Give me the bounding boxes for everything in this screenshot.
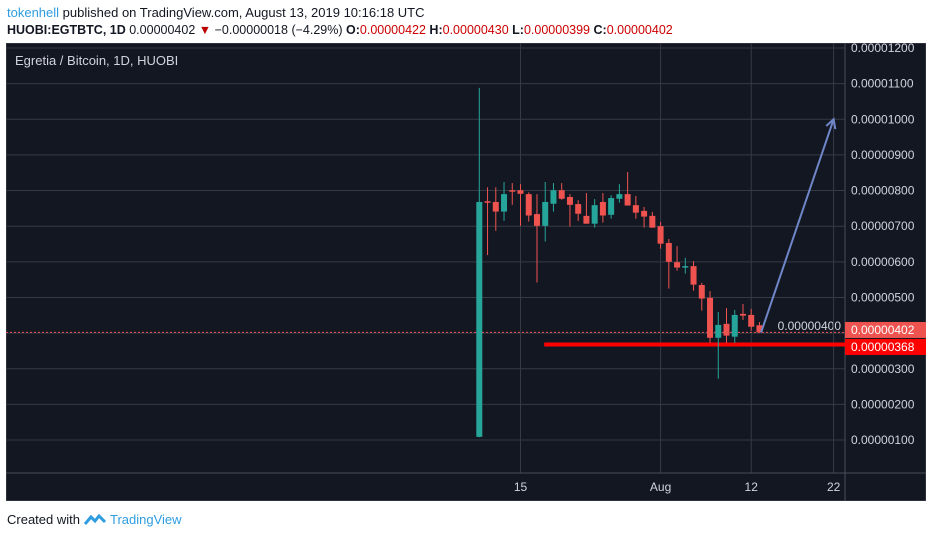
price-tick-label: 0.00001200: [851, 43, 915, 55]
candle-down: [632, 205, 639, 213]
candle-up: [616, 194, 623, 199]
candle-down: [517, 190, 524, 194]
candle-down: [492, 201, 499, 212]
candle-down: [509, 190, 516, 192]
last-price: 0.00000402: [129, 23, 196, 37]
candle-down: [575, 204, 582, 214]
candle-down: [558, 190, 565, 199]
support-price-label: 0.00000368: [851, 340, 915, 354]
candle-down: [533, 214, 540, 226]
time-tick-label: Aug: [650, 480, 671, 494]
open-label: O:: [346, 23, 360, 37]
candle-down: [649, 215, 656, 228]
chart-title: Egretia / Bitcoin, 1D, HUOBI: [15, 53, 178, 68]
candle-up: [682, 266, 689, 268]
publish-info: published on TradingView.com, August 13,…: [62, 5, 425, 20]
candle-down: [690, 266, 697, 285]
candle-down: [484, 201, 491, 203]
candle-down: [665, 242, 672, 262]
candle-down: [599, 201, 606, 216]
support-price-badge: [845, 338, 926, 355]
price-tick-label: 0.00001100: [851, 77, 914, 91]
candle-down: [723, 323, 730, 336]
symbol: HUOBI:EGTBTC, 1D: [7, 23, 126, 37]
symbol-line: HUOBI:EGTBTC, 1D 0.00000402 ▼ −0.0000001…: [7, 23, 673, 37]
price-tick-label: 0.00000300: [851, 362, 915, 376]
candle-down: [641, 210, 648, 217]
candle-down: [707, 297, 714, 338]
candle-up: [731, 314, 738, 337]
price-tick-label: 0.00000700: [851, 219, 915, 233]
candle-down: [698, 285, 705, 299]
candle-down: [624, 194, 631, 206]
candle-up: [501, 194, 508, 212]
price-tick-label: 0.00000800: [851, 184, 915, 198]
close-label: C:: [593, 23, 607, 37]
price-tick-label: 0.00000400: [778, 319, 842, 333]
candle-down: [566, 196, 573, 205]
price-tick-label: 0.00000600: [851, 255, 915, 269]
candle-down: [525, 194, 532, 216]
last-price-badge: [845, 321, 926, 338]
candle-down: [756, 325, 763, 333]
candle-up: [608, 198, 615, 215]
candle-down: [583, 215, 590, 224]
arrow-head-icon: [825, 117, 837, 130]
low-label: L:: [512, 23, 524, 37]
price-tick-label: 0.00000200: [851, 397, 915, 411]
candle-up: [591, 205, 598, 224]
price-change: −0.00000018 (−4.29%): [214, 23, 343, 37]
candle-up: [550, 190, 557, 204]
time-tick-label: 22: [827, 480, 841, 494]
candle-up: [476, 201, 483, 437]
chart-background: [6, 43, 926, 501]
price-tick-label: 0.00000500: [851, 290, 915, 304]
candle-down: [657, 226, 664, 244]
last-price-label: 0.00000402: [851, 323, 915, 337]
price-tick-label: 0.00001000: [851, 112, 915, 126]
candle-up: [542, 201, 549, 226]
price-tick-label: 0.00000900: [851, 148, 915, 162]
footer: Created with TradingView: [7, 512, 182, 527]
high-value: 0.00000430: [442, 23, 509, 37]
candle-down: [674, 262, 681, 268]
down-triangle-icon: ▼: [198, 23, 212, 37]
tradingview-logo-icon: [83, 513, 106, 525]
high-label: H:: [429, 23, 443, 37]
close-value: 0.00000402: [606, 23, 673, 37]
projection-arrow: [760, 118, 835, 333]
created-with-text: Created with: [7, 512, 80, 527]
author-link[interactable]: tokenhell: [7, 5, 60, 20]
candle-down: [748, 314, 755, 327]
low-value: 0.00000399: [523, 23, 591, 37]
tradingview-link[interactable]: TradingView: [109, 512, 182, 527]
candlestick-chart[interactable]: 0.00001200 0.00001100 0.00001000 0.00000900…: [6, 43, 926, 501]
candle-up: [715, 324, 722, 338]
time-tick-label: 12: [745, 480, 759, 494]
candle-down: [739, 313, 746, 316]
price-tick-label: 0.00000100: [851, 433, 915, 447]
publish-line: tokenhell published on TradingView.com, …: [7, 5, 425, 20]
time-tick-label: 15: [514, 480, 528, 494]
open-value: 0.00000422: [359, 23, 426, 37]
